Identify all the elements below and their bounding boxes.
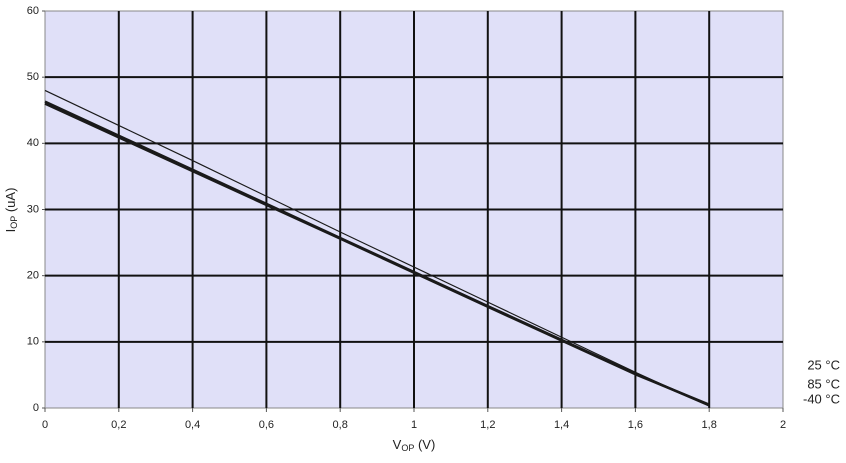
legend-label: 25 °C xyxy=(807,357,840,372)
y-tick-label: 0 xyxy=(33,402,39,414)
x-tick-label: 0,4 xyxy=(185,419,200,431)
x-tick-label: 0 xyxy=(42,419,48,431)
legend-label: 85 °C xyxy=(807,376,840,391)
y-label-unit: (uA) xyxy=(3,188,18,216)
x-tick-label: 2 xyxy=(780,419,786,431)
x-tick-label: 1,8 xyxy=(702,419,717,431)
y-tick-label: 40 xyxy=(27,137,39,149)
y-label-sub: OP xyxy=(9,216,19,229)
x-axis-label: VOP (V) xyxy=(393,437,436,453)
x-label-main: V xyxy=(393,437,402,452)
y-tick-label: 60 xyxy=(27,5,39,17)
x-tick-label: 0,6 xyxy=(259,419,274,431)
series-line xyxy=(44,102,710,406)
y-tick-label: 10 xyxy=(27,336,39,348)
x-tick-label: 1 xyxy=(411,419,417,431)
x-tick-label: 0,8 xyxy=(333,419,348,431)
x-tick-label: 1,4 xyxy=(554,419,569,431)
x-label-unit: (V) xyxy=(414,437,435,452)
x-tick-label: 1,2 xyxy=(480,419,495,431)
x-tick-label: 0,2 xyxy=(111,419,126,431)
y-tick-label: 30 xyxy=(27,203,39,215)
x-tick-label: 1,6 xyxy=(628,419,643,431)
y-axis-label: IOP (uA) xyxy=(3,188,19,233)
y-label-main: I xyxy=(3,229,18,233)
y-tick-label: 50 xyxy=(27,71,39,83)
legend-label: -40 °C xyxy=(803,391,840,406)
x-label-sub: OP xyxy=(401,443,414,453)
y-tick-label: 20 xyxy=(27,270,39,282)
